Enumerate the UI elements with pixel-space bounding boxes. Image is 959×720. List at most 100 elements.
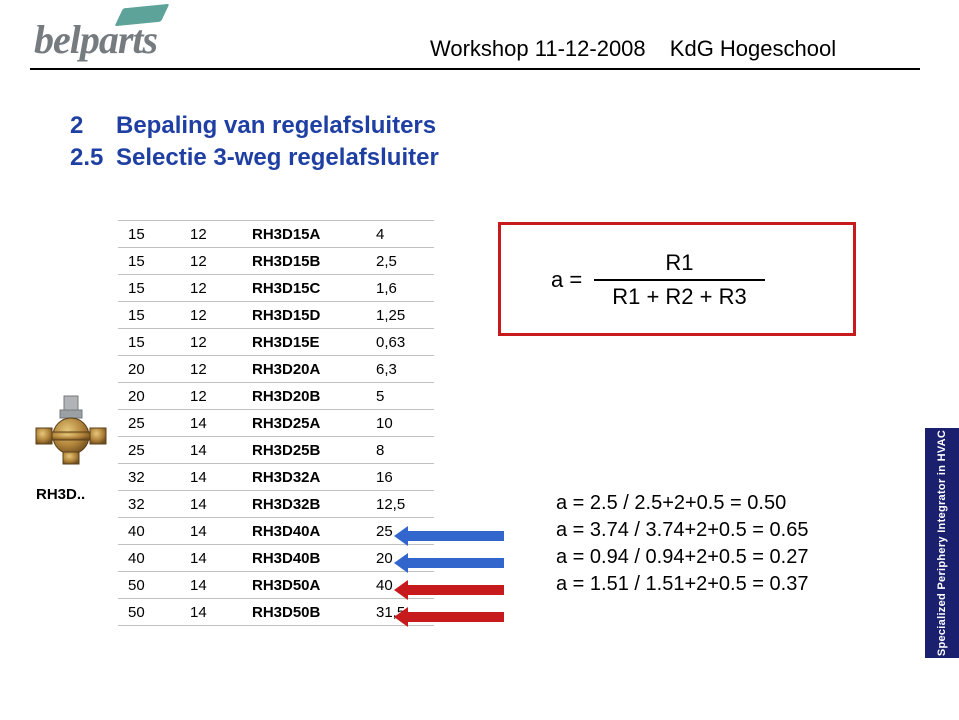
title-num-1: 2 [70, 110, 116, 142]
formula-box: a = R1 R1 + R2 + R3 [498, 222, 856, 336]
table-cell: 20 [118, 383, 180, 410]
header-rule [30, 68, 920, 70]
logo-text: belparts [34, 16, 157, 63]
arrow-red-1 [394, 580, 504, 600]
table-cell: 12 [180, 275, 242, 302]
calc-line-3: a = 0.94 / 0.94+2+0.5 = 0.27 [556, 544, 808, 571]
table-cell: RH3D15E [242, 329, 366, 356]
table-cell: 1,25 [366, 302, 434, 329]
valve-table: 1512RH3D15A41512RH3D15B2,51512RH3D15C1,6… [118, 220, 434, 626]
table-cell: 15 [118, 221, 180, 248]
table-cell: 50 [118, 572, 180, 599]
table-cell: RH3D15B [242, 248, 366, 275]
table-cell: 25 [118, 437, 180, 464]
table-cell: RH3D32B [242, 491, 366, 518]
side-label: Specialized Periphery Integrator in HVAC [925, 428, 959, 658]
table-cell: 6,3 [366, 356, 434, 383]
table-cell: 40 [118, 545, 180, 572]
valve-label: RH3D.. [36, 486, 85, 503]
table-row: 2012RH3D20B5 [118, 383, 434, 410]
table-cell: 32 [118, 491, 180, 518]
calc-line-1: a = 2.5 / 2.5+2+0.5 = 0.50 [556, 490, 808, 517]
table-cell: 12 [180, 248, 242, 275]
table-cell: 0,63 [366, 329, 434, 356]
table-cell: 16 [366, 464, 434, 491]
formula-denominator: R1 + R2 + R3 [594, 281, 765, 309]
table-cell: 4 [366, 221, 434, 248]
title-num-2: 2.5 [70, 142, 116, 174]
table-cell: RH3D50A [242, 572, 366, 599]
table-cell: 8 [366, 437, 434, 464]
table-cell: RH3D15A [242, 221, 366, 248]
table-row: 2514RH3D25A10 [118, 410, 434, 437]
table-cell: RH3D20B [242, 383, 366, 410]
table-cell: 40 [118, 518, 180, 545]
table-row: 4014RH3D40A25 [118, 518, 434, 545]
calc-block: a = 2.5 / 2.5+2+0.5 = 0.50 a = 3.74 / 3.… [556, 490, 808, 598]
title-line-2: Selectie 3-weg regelafsluiter [116, 142, 439, 174]
table-cell: 15 [118, 275, 180, 302]
table-cell: 12 [180, 329, 242, 356]
formula-lhs: a = [551, 267, 582, 293]
table-cell: 20 [118, 356, 180, 383]
table-row: 5014RH3D50A40 [118, 572, 434, 599]
table-cell: 14 [180, 599, 242, 626]
formula-numerator: R1 [594, 251, 765, 281]
table-cell: RH3D40B [242, 545, 366, 572]
table-row: 2012RH3D20A6,3 [118, 356, 434, 383]
calc-line-2: a = 3.74 / 3.74+2+0.5 = 0.65 [556, 517, 808, 544]
table-cell: 15 [118, 248, 180, 275]
table-row: 5014RH3D50B31,5 [118, 599, 434, 626]
table-cell: 12 [180, 356, 242, 383]
table-cell: 5 [366, 383, 434, 410]
arrow-blue-2 [394, 553, 504, 573]
table-cell: RH3D40A [242, 518, 366, 545]
table-cell: RH3D32A [242, 464, 366, 491]
table-cell: 14 [180, 464, 242, 491]
table-cell: 2,5 [366, 248, 434, 275]
header-text: Workshop 11-12-2008 KdG Hogeschool [430, 36, 836, 62]
side-label-text: Specialized Periphery Integrator in HVAC [936, 430, 948, 656]
table-row: 1512RH3D15C1,6 [118, 275, 434, 302]
arrow-shaft [404, 531, 504, 541]
valve-image [34, 392, 108, 466]
table-row: 1512RH3D15A4 [118, 221, 434, 248]
arrow-blue-1 [394, 526, 504, 546]
arrow-shaft [404, 558, 504, 568]
table-cell: RH3D15C [242, 275, 366, 302]
table-cell: 12 [180, 221, 242, 248]
table-cell: 25 [118, 410, 180, 437]
table-cell: 10 [366, 410, 434, 437]
table-row: 4014RH3D40B20 [118, 545, 434, 572]
table-cell: 14 [180, 437, 242, 464]
table-cell: 12 [180, 383, 242, 410]
formula-fraction: R1 R1 + R2 + R3 [594, 251, 765, 309]
table-cell: RH3D15D [242, 302, 366, 329]
table-cell: 14 [180, 491, 242, 518]
table-cell: 1,6 [366, 275, 434, 302]
table-cell: 50 [118, 599, 180, 626]
table-cell: 14 [180, 572, 242, 599]
table-cell: 14 [180, 410, 242, 437]
calc-line-4: a = 1.51 / 1.51+2+0.5 = 0.37 [556, 571, 808, 598]
table-cell: 14 [180, 518, 242, 545]
table-cell: 15 [118, 302, 180, 329]
table-cell: RH3D50B [242, 599, 366, 626]
table-row: 2514RH3D25B8 [118, 437, 434, 464]
table-cell: 12 [180, 302, 242, 329]
table-row: 1512RH3D15E0,63 [118, 329, 434, 356]
title-line-1: Bepaling van regelafsluiters [116, 110, 436, 142]
arrow-shaft [404, 612, 504, 622]
table-row: 3214RH3D32B12,5 [118, 491, 434, 518]
title-block: 2 Bepaling van regelafsluiters 2.5 Selec… [70, 110, 439, 175]
table-cell: 32 [118, 464, 180, 491]
formula: a = R1 R1 + R2 + R3 [551, 251, 765, 309]
table-cell: 15 [118, 329, 180, 356]
arrow-shaft [404, 585, 504, 595]
table-cell: 14 [180, 545, 242, 572]
table-cell: RH3D25A [242, 410, 366, 437]
table-cell: RH3D20A [242, 356, 366, 383]
table-cell: RH3D25B [242, 437, 366, 464]
header-org: KdG Hogeschool [670, 36, 836, 61]
table-cell: 12,5 [366, 491, 434, 518]
